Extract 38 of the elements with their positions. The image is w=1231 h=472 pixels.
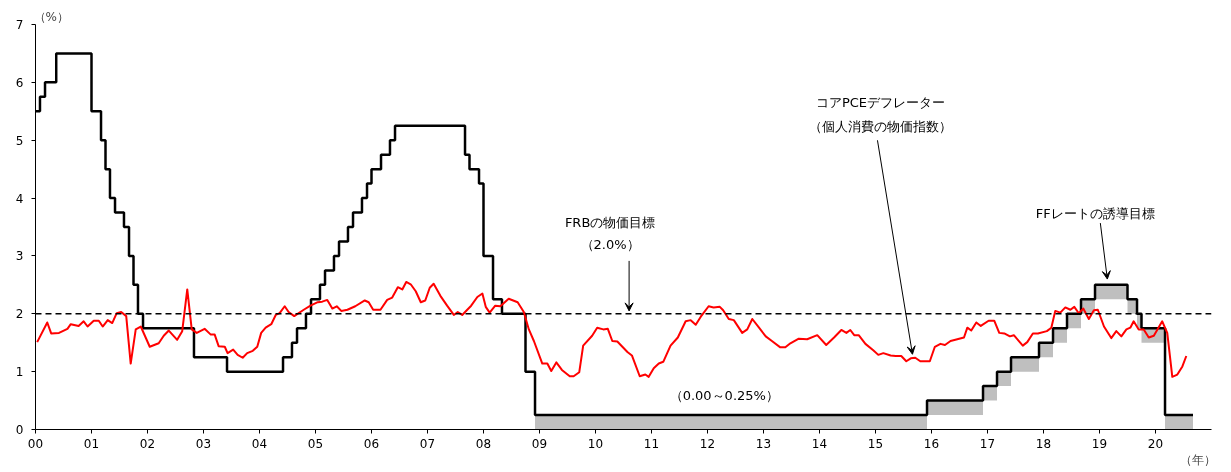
x-tick-label: 19 bbox=[1091, 436, 1108, 451]
y-tick-label: 1 bbox=[15, 365, 24, 380]
y-tick-label: 7 bbox=[15, 18, 24, 32]
annotation: コアPCEデフレーター bbox=[815, 94, 946, 110]
y-axis-title: （%） bbox=[33, 9, 69, 24]
x-tick-label: 02 bbox=[139, 436, 156, 451]
line-series bbox=[36, 280, 1188, 378]
x-tick-label: 03 bbox=[195, 436, 212, 451]
x-tick-label: 11 bbox=[643, 436, 660, 451]
x-tick-label: 04 bbox=[251, 436, 268, 451]
x-tick-label: 09 bbox=[531, 436, 548, 451]
x-tick-label: 01 bbox=[83, 436, 100, 451]
annotation: （2.0%） bbox=[580, 237, 640, 253]
annotation: （0.00～0.25%） bbox=[669, 387, 779, 403]
y-tick-label: 4 bbox=[15, 191, 24, 206]
x-tick-label: 10 bbox=[587, 436, 604, 451]
x-tick-label: 13 bbox=[755, 436, 772, 451]
y-tick-label: 6 bbox=[15, 75, 24, 90]
x-axis-title: （年） bbox=[1179, 452, 1216, 467]
y-tick-label: 3 bbox=[15, 249, 24, 264]
x-tick-label: 00 bbox=[27, 436, 44, 451]
x-tick-label: 17 bbox=[979, 436, 996, 451]
x-tick-label: 18 bbox=[1035, 436, 1052, 451]
x-tick-label: 12 bbox=[699, 436, 716, 451]
x-tick-label: 05 bbox=[307, 436, 324, 451]
y-tick-label: 0 bbox=[15, 423, 24, 437]
x-tick-label: 14 bbox=[811, 436, 828, 451]
x-tick-label: 07 bbox=[419, 436, 436, 451]
x-tick-label: 08 bbox=[475, 436, 492, 451]
x-tick-label: 15 bbox=[867, 436, 884, 451]
x-tick-label: 16 bbox=[923, 436, 940, 451]
x-tick-label: 06 bbox=[363, 436, 380, 451]
annotation: （個人消費の物価指数） bbox=[808, 118, 952, 134]
annotation: FFレートの誘導目標 bbox=[1035, 205, 1155, 221]
y-tick-label: 2 bbox=[15, 307, 24, 322]
annotation: FRBの物価目標 bbox=[564, 215, 656, 231]
y-tick-label: 5 bbox=[15, 133, 24, 148]
x-tick-label: 20 bbox=[1147, 436, 1164, 451]
